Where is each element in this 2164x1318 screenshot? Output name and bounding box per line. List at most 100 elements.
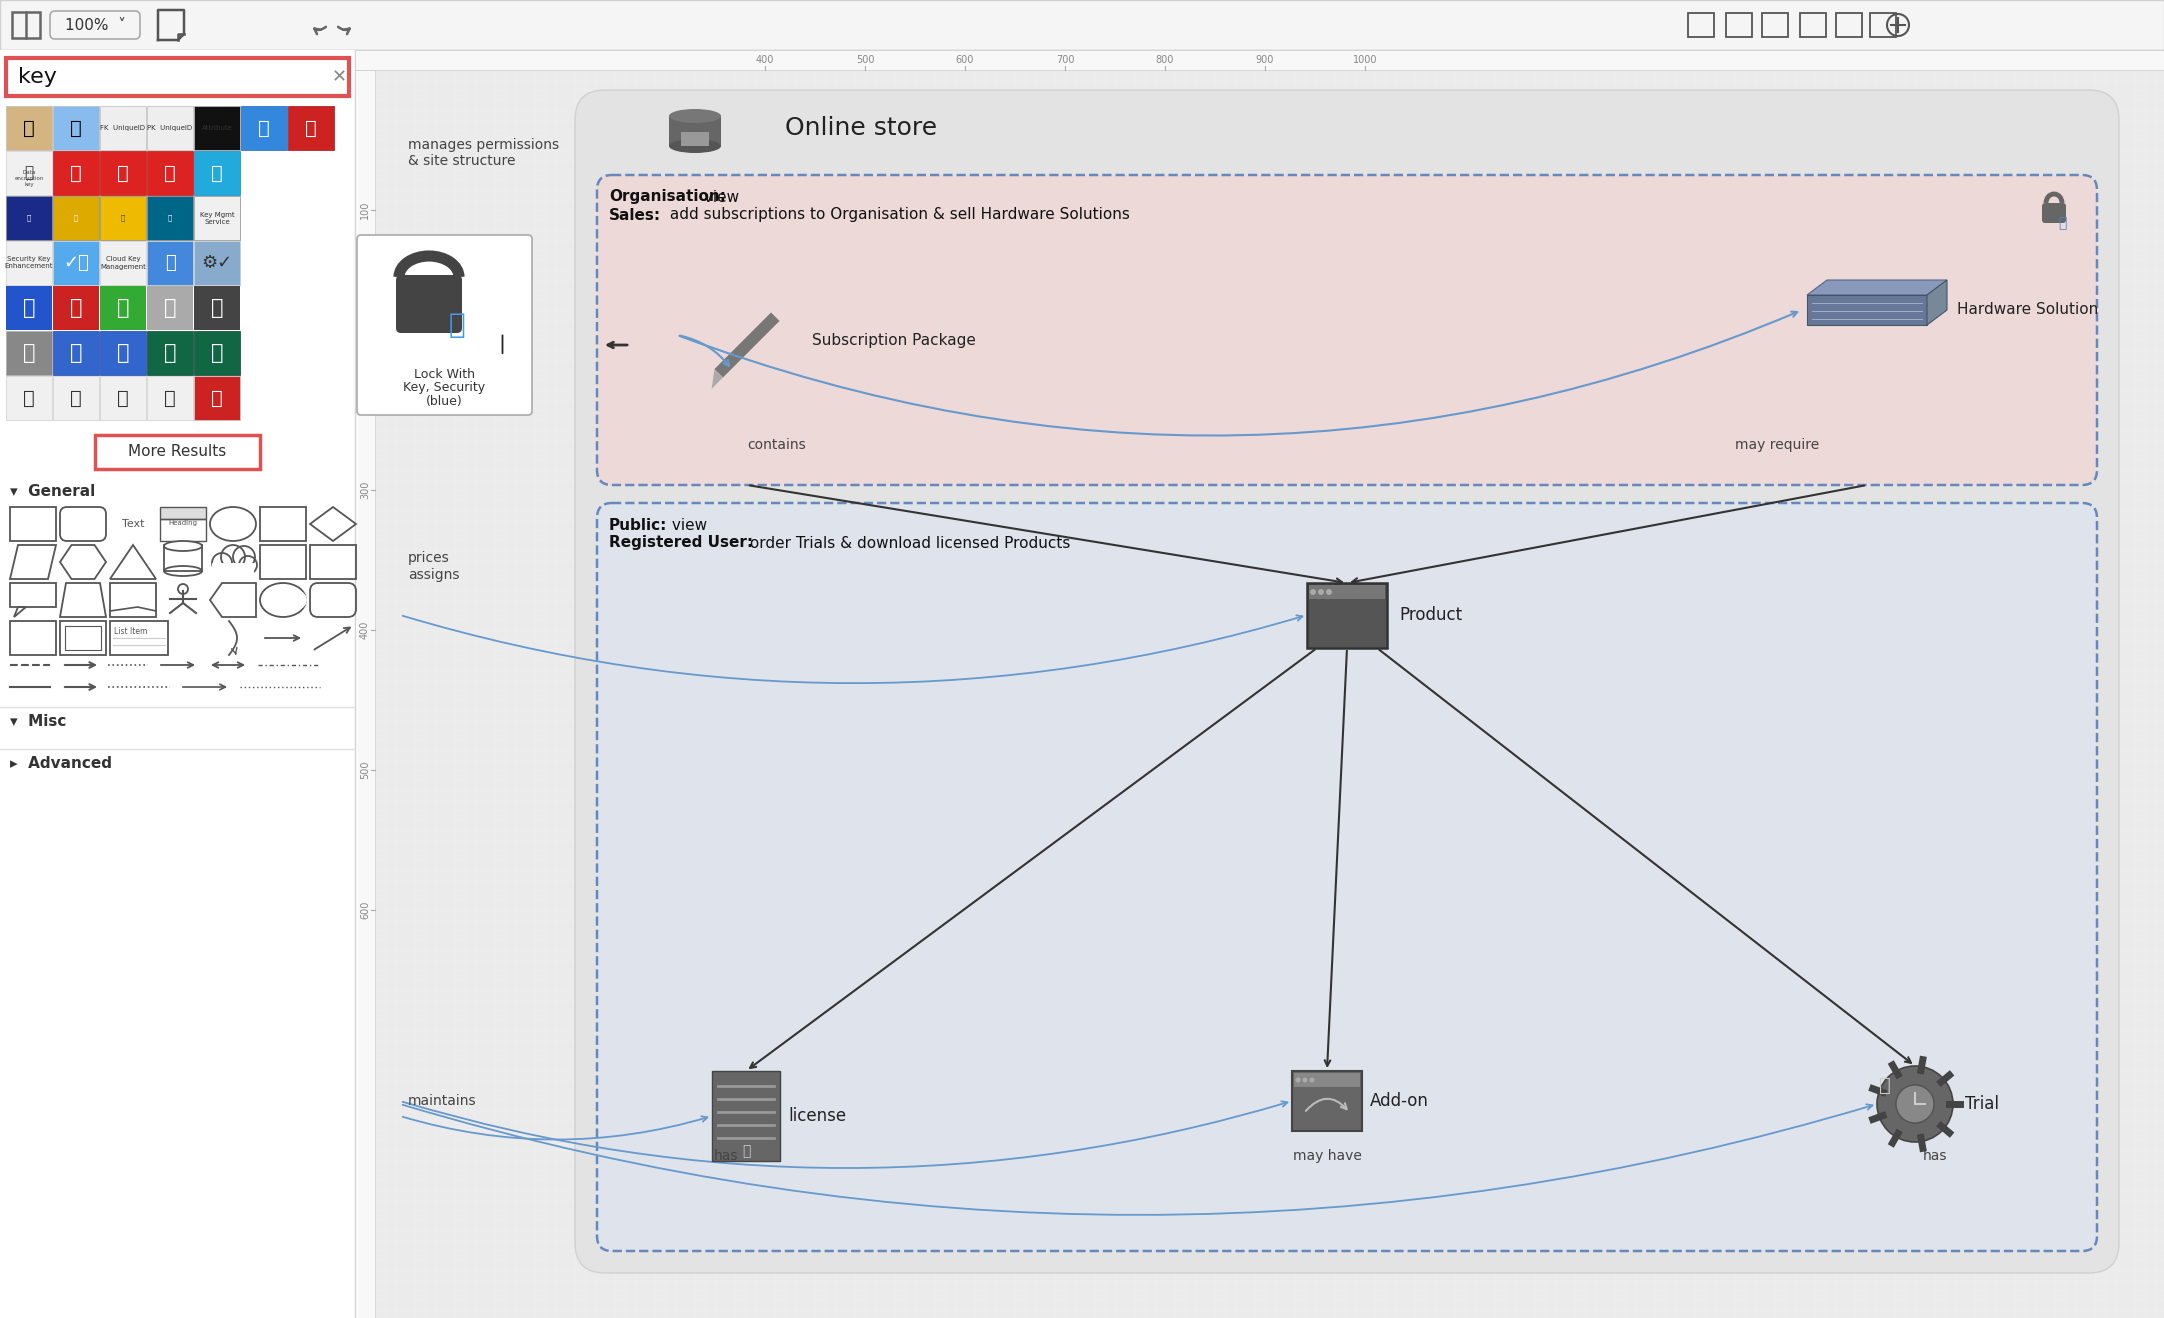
- Text: has: has: [714, 1149, 738, 1162]
- Text: FK  UniqueID: FK UniqueID: [100, 125, 145, 130]
- Text: Sales:: Sales:: [608, 207, 662, 223]
- FancyBboxPatch shape: [597, 175, 2097, 485]
- Bar: [1307, 583, 1387, 648]
- Bar: [669, 116, 721, 146]
- Polygon shape: [712, 369, 723, 389]
- FancyBboxPatch shape: [396, 275, 461, 333]
- Text: 300: 300: [359, 481, 370, 500]
- Bar: [147, 196, 193, 240]
- FancyBboxPatch shape: [357, 235, 532, 415]
- Text: 🔑: 🔑: [164, 254, 175, 272]
- Text: Online store: Online store: [786, 116, 937, 140]
- Text: 🔑: 🔑: [26, 215, 30, 221]
- Bar: [100, 105, 145, 150]
- Bar: [160, 519, 206, 540]
- Polygon shape: [714, 312, 779, 377]
- Bar: [712, 1072, 779, 1161]
- Text: ▾  Misc: ▾ Misc: [11, 713, 67, 729]
- FancyBboxPatch shape: [50, 11, 141, 40]
- Bar: [260, 546, 305, 579]
- Circle shape: [1303, 1078, 1307, 1082]
- Bar: [100, 152, 145, 195]
- Text: 900: 900: [1255, 55, 1275, 65]
- Bar: [6, 286, 52, 330]
- Bar: [1807, 295, 1926, 326]
- Text: 600: 600: [956, 55, 974, 65]
- Text: Security Key
Enhancement: Security Key Enhancement: [4, 257, 54, 269]
- Text: add subscriptions to Organisation & sell Hardware Solutions: add subscriptions to Organisation & sell…: [664, 207, 1130, 223]
- Bar: [6, 58, 348, 96]
- Ellipse shape: [669, 109, 721, 123]
- Text: 400: 400: [359, 621, 370, 639]
- Circle shape: [1309, 1078, 1314, 1082]
- Text: 🔑: 🔑: [210, 298, 223, 318]
- Bar: [11, 621, 56, 655]
- Text: ✓🔑: ✓🔑: [63, 254, 89, 272]
- Bar: [164, 546, 201, 571]
- Text: 🔑: 🔑: [258, 119, 270, 137]
- Text: 🔒: 🔒: [24, 343, 35, 362]
- Text: ✕: ✕: [331, 69, 346, 86]
- Bar: [1727, 13, 1753, 37]
- Text: 100: 100: [359, 200, 370, 219]
- Bar: [52, 376, 100, 420]
- Text: Data
encryption
key: Data encryption key: [15, 170, 43, 187]
- Bar: [355, 70, 374, 1318]
- Text: ⚙✓: ⚙✓: [201, 254, 232, 272]
- Text: 🔑: 🔑: [448, 311, 465, 339]
- Text: ▾  General: ▾ General: [11, 484, 95, 498]
- Text: 🔑: 🔑: [1878, 1075, 1891, 1094]
- Bar: [52, 152, 100, 195]
- Bar: [52, 196, 100, 240]
- Text: Add-on: Add-on: [1370, 1093, 1428, 1110]
- Text: 400: 400: [755, 55, 775, 65]
- Text: key: key: [17, 67, 56, 87]
- Text: Hardware Solution: Hardware Solution: [1956, 303, 2099, 318]
- Bar: [147, 152, 193, 195]
- Circle shape: [1896, 1085, 1935, 1123]
- Bar: [147, 105, 193, 150]
- Bar: [0, 50, 355, 1318]
- Text: 200: 200: [359, 341, 370, 360]
- Text: assigns: assigns: [409, 568, 459, 583]
- Bar: [147, 241, 193, 285]
- Ellipse shape: [270, 588, 307, 612]
- Bar: [212, 563, 253, 579]
- Text: view: view: [699, 190, 740, 204]
- Bar: [6, 376, 52, 420]
- Bar: [195, 152, 240, 195]
- Bar: [6, 331, 52, 376]
- Text: 🔑: 🔑: [164, 389, 175, 407]
- Bar: [100, 241, 145, 285]
- Text: 800: 800: [1156, 55, 1175, 65]
- Bar: [110, 621, 169, 655]
- Bar: [6, 152, 52, 195]
- Bar: [100, 196, 145, 240]
- Bar: [11, 507, 56, 540]
- Text: 🔑: 🔑: [212, 389, 223, 407]
- Circle shape: [1896, 1085, 1935, 1123]
- FancyBboxPatch shape: [2043, 203, 2067, 223]
- Bar: [100, 331, 145, 376]
- Bar: [6, 105, 52, 150]
- Text: 600: 600: [359, 900, 370, 919]
- Bar: [682, 132, 710, 146]
- Text: 🔒: 🔒: [117, 343, 130, 362]
- Ellipse shape: [164, 540, 201, 551]
- Bar: [147, 376, 193, 420]
- Bar: [195, 196, 240, 240]
- Text: 🔒: 🔒: [69, 343, 82, 362]
- Bar: [195, 376, 240, 420]
- Bar: [6, 196, 52, 240]
- Text: 🔑: 🔑: [2058, 216, 2067, 231]
- Text: Product: Product: [1398, 606, 1463, 625]
- Text: Lock With: Lock With: [413, 369, 474, 381]
- Bar: [1688, 13, 1714, 37]
- Text: Cloud Key
Management: Cloud Key Management: [100, 257, 145, 269]
- Bar: [11, 583, 56, 608]
- Text: 🔑: 🔑: [305, 119, 316, 137]
- Text: 🔑: 🔑: [164, 298, 175, 318]
- Bar: [0, 0, 2164, 50]
- Bar: [260, 507, 305, 540]
- Bar: [52, 331, 100, 376]
